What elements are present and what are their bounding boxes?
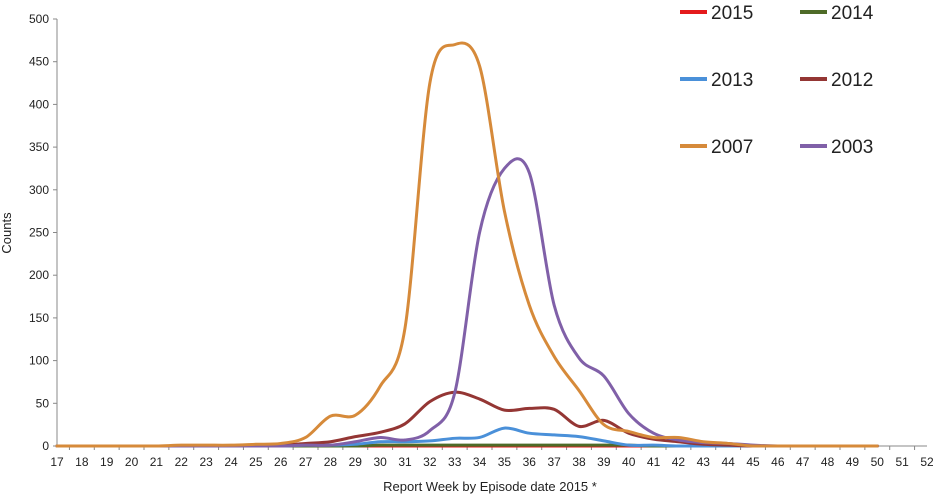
series-group bbox=[55, 41, 879, 448]
x-tick-label: 30 bbox=[373, 455, 387, 469]
legend-label-2007: 2007 bbox=[711, 137, 753, 158]
x-tick-label: 25 bbox=[249, 455, 263, 469]
x-tick-label: 44 bbox=[721, 455, 735, 469]
y-tick-label: 450 bbox=[29, 55, 49, 69]
y-tick-label: 150 bbox=[29, 311, 49, 325]
series-line-2003 bbox=[55, 157, 879, 448]
x-axis-title: Report Week by Episode date 2015 * bbox=[383, 479, 597, 494]
x-axis: 17 18 19 20 21 22 23 24 25 26 27 28 29 30 31 32 33 34 35 36… bbox=[50, 445, 933, 469]
x-tick-label: 45 bbox=[746, 455, 760, 469]
legend: 2015 2014 2013 2012 2007 2003 bbox=[680, 3, 874, 158]
legend-label-2015: 2015 bbox=[711, 3, 753, 24]
x-tick-label: 28 bbox=[324, 455, 338, 469]
legend-label-2014: 2014 bbox=[831, 3, 874, 24]
x-tick-label: 35 bbox=[498, 455, 512, 469]
y-tick-label: 250 bbox=[29, 226, 49, 240]
y-axis: 0 50 100 150 200 250 300 350 400 450 500 bbox=[29, 12, 58, 453]
series-line-2013 bbox=[55, 426, 879, 448]
x-tick-label: 20 bbox=[125, 455, 139, 469]
x-tick-label: 17 bbox=[50, 455, 64, 469]
y-tick-label: 100 bbox=[29, 354, 49, 368]
x-tick-label: 49 bbox=[846, 455, 860, 469]
x-tick-label: 50 bbox=[871, 455, 885, 469]
x-tick-label: 37 bbox=[547, 455, 561, 469]
x-tick-label: 43 bbox=[697, 455, 711, 469]
x-tick-label: 51 bbox=[895, 455, 909, 469]
y-axis-title: Counts bbox=[0, 212, 14, 254]
x-tick-label: 18 bbox=[75, 455, 89, 469]
series-line-2007 bbox=[55, 41, 879, 448]
legend-label-2003: 2003 bbox=[831, 137, 873, 158]
x-tick-label: 38 bbox=[572, 455, 586, 469]
y-tick-label: 0 bbox=[42, 439, 49, 453]
x-tick-label: 39 bbox=[597, 455, 611, 469]
x-tick-label: 27 bbox=[299, 455, 313, 469]
x-tick-label: 47 bbox=[796, 455, 810, 469]
x-tick-label: 40 bbox=[622, 455, 636, 469]
legend-label-2013: 2013 bbox=[711, 70, 753, 91]
x-tick-label: 52 bbox=[920, 455, 933, 469]
x-tick-label: 32 bbox=[423, 455, 437, 469]
x-tick-label: 24 bbox=[224, 455, 238, 469]
y-tick-label: 300 bbox=[29, 183, 49, 197]
y-tick-label: 50 bbox=[36, 396, 50, 410]
x-tick-label: 41 bbox=[647, 455, 661, 469]
y-tick-label: 350 bbox=[29, 140, 49, 154]
y-tick-label: 500 bbox=[29, 12, 49, 26]
x-tick-label: 23 bbox=[199, 455, 213, 469]
x-tick-label: 26 bbox=[274, 455, 288, 469]
x-tick-label: 36 bbox=[523, 455, 537, 469]
x-tick-label: 34 bbox=[473, 455, 487, 469]
x-tick-label: 22 bbox=[175, 455, 189, 469]
x-tick-label: 19 bbox=[100, 455, 114, 469]
y-tick-label: 200 bbox=[29, 268, 49, 282]
x-tick-label: 46 bbox=[771, 455, 785, 469]
x-tick-label: 31 bbox=[398, 455, 412, 469]
x-tick-label: 33 bbox=[448, 455, 462, 469]
legend-label-2012: 2012 bbox=[831, 70, 873, 91]
y-tick-label: 400 bbox=[29, 97, 49, 111]
x-tick-label: 21 bbox=[150, 455, 164, 469]
x-tick-label: 48 bbox=[821, 455, 835, 469]
x-tick-label: 42 bbox=[672, 455, 686, 469]
x-tick-label: 29 bbox=[349, 455, 363, 469]
